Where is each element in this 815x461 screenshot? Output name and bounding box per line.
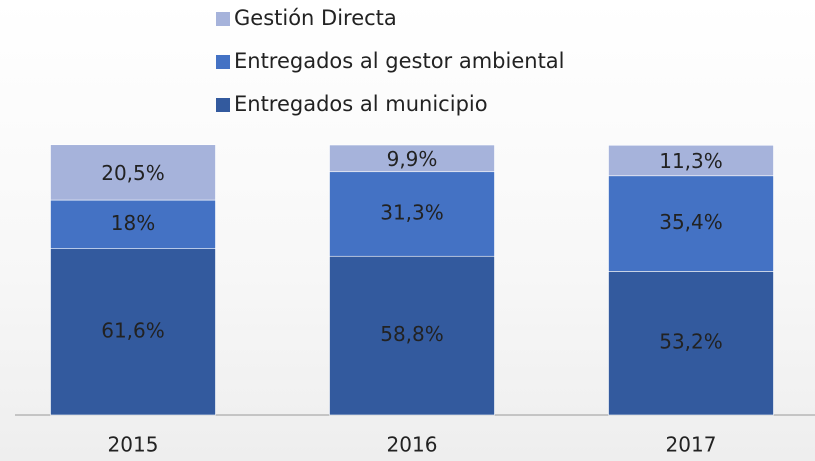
x-tick-label: 2015 — [108, 433, 159, 457]
data-label: 53,2% — [659, 330, 723, 354]
data-label: 9,9% — [387, 147, 438, 171]
bar-segment — [50, 199, 216, 249]
bar-segment — [50, 144, 216, 201]
data-label: 18% — [111, 211, 155, 235]
x-tick-label: 2016 — [387, 433, 438, 457]
x-tick-label: 2017 — [666, 433, 717, 457]
bar-segment — [329, 255, 495, 416]
data-label: 31,3% — [380, 200, 444, 224]
legend-label: Entregados al gestor ambiental — [234, 49, 565, 73]
bar-segment — [608, 144, 774, 177]
legend-label: Gestión Directa — [234, 6, 397, 30]
legend-swatch — [216, 12, 230, 26]
legend-swatch — [216, 55, 230, 69]
bar-segment — [608, 175, 774, 272]
data-label: 35,4% — [659, 210, 723, 234]
bar-segment — [329, 144, 495, 173]
bar-segment — [50, 248, 216, 416]
bar-segment — [329, 171, 495, 257]
data-label: 58,8% — [380, 322, 444, 346]
data-label: 20,5% — [101, 161, 165, 185]
data-label: 11,3% — [659, 149, 723, 173]
legend-swatch — [216, 98, 230, 112]
data-label: 61,6% — [101, 318, 165, 342]
bar-segment — [608, 271, 774, 416]
legend-label: Entregados al municipio — [234, 92, 488, 116]
